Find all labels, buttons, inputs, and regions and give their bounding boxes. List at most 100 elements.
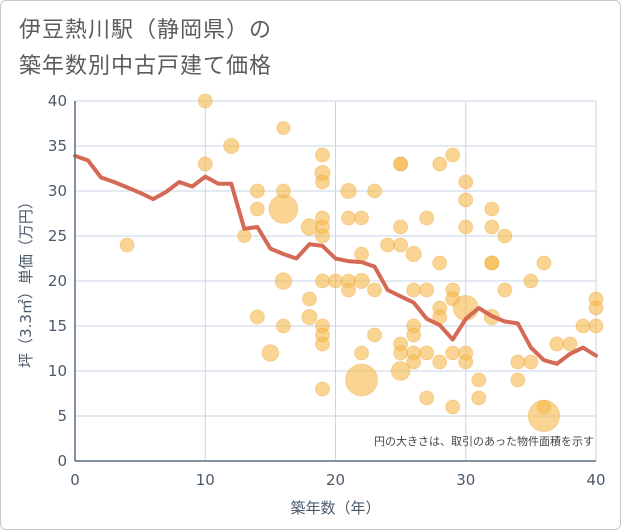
bubble [497, 282, 513, 298]
bubble [458, 192, 474, 208]
bubble [497, 228, 513, 244]
bubble [354, 210, 370, 226]
bubble [419, 345, 435, 361]
bubble [484, 201, 500, 217]
bubble [249, 183, 265, 199]
bubble [393, 237, 409, 253]
bubble [445, 399, 461, 415]
chart-title: 伊豆熱川駅（静岡県）の 築年数別中古戸建て価格 [19, 13, 272, 85]
x-tick-label: 40 [586, 471, 605, 489]
bubble [314, 336, 330, 352]
bubble [393, 219, 409, 235]
bubble [536, 255, 552, 271]
bubble [314, 228, 330, 244]
bubble [237, 228, 252, 244]
bubble [353, 272, 370, 290]
bubble [275, 183, 291, 199]
bubble [393, 156, 409, 172]
y-tick-label: 25 [48, 227, 67, 245]
bubble [458, 219, 474, 235]
bubble [458, 174, 474, 190]
bubble [445, 345, 461, 361]
y-tick-label: 30 [48, 182, 67, 200]
bubble [314, 381, 330, 397]
tick-labels: 0 10 20 30 40 0 5 10 15 20 25 30 35 40 [48, 92, 606, 489]
bubble [390, 361, 411, 381]
bubble [197, 93, 213, 109]
bubble [314, 273, 330, 289]
bubble [341, 210, 357, 226]
y-tick-label: 15 [48, 317, 67, 335]
bubble [510, 372, 526, 388]
bubble [445, 147, 461, 163]
bubble [458, 354, 474, 370]
bubble [432, 354, 448, 370]
y-axis-label: 坪（3.3㎡）単価（万円） [17, 194, 35, 368]
y-tick-label: 40 [48, 92, 67, 110]
y-tick-label: 5 [57, 407, 67, 425]
bubble [484, 255, 500, 271]
bubble [588, 300, 604, 316]
bubble [419, 210, 435, 226]
x-tick-label: 10 [196, 471, 215, 489]
bubble [249, 201, 265, 217]
bubble [197, 156, 213, 172]
x-tick-label: 0 [70, 471, 80, 489]
bubble [471, 390, 487, 406]
trend-layer [73, 153, 598, 366]
bubble [367, 327, 383, 343]
trend-line [73, 153, 598, 366]
bubble [406, 282, 422, 298]
size-annotation: 円の大きさは、取引のあった物件面積を示す [374, 434, 594, 448]
y-tick-label: 35 [48, 137, 67, 155]
bubble [367, 183, 383, 199]
bubble [432, 156, 448, 172]
chart-title-line-2: 築年数別中古戸建て価格 [19, 54, 273, 79]
bubble [510, 354, 526, 370]
bubble [523, 354, 539, 370]
bubble [367, 282, 383, 298]
bubble [345, 363, 379, 397]
bubble [549, 336, 565, 352]
bubble [527, 399, 561, 433]
bubble [223, 137, 240, 155]
bubble [419, 282, 435, 298]
bubble [261, 344, 280, 362]
bubble [406, 354, 422, 370]
bubble [354, 246, 370, 262]
x-axis-label: 築年数（年） [290, 499, 380, 517]
bubble [249, 309, 265, 325]
bubble [268, 194, 299, 224]
y-tick-label: 20 [48, 272, 67, 290]
bubble [354, 345, 370, 361]
bubble [419, 390, 435, 406]
bubble [393, 345, 409, 361]
bubble [562, 336, 578, 352]
bubble [471, 372, 487, 388]
bubble [314, 147, 330, 163]
y-tick-label: 10 [48, 362, 67, 380]
bubble [274, 272, 293, 290]
chart-title-line-1: 伊豆熱川駅（静岡県）の [19, 18, 273, 43]
bubble [432, 255, 448, 271]
bubble [275, 318, 291, 334]
y-tick-label: 0 [57, 452, 67, 470]
bubble [301, 308, 318, 326]
bubble [380, 237, 396, 253]
bubble [341, 282, 357, 298]
bubble [523, 273, 539, 289]
x-tick-label: 30 [456, 471, 475, 489]
bubble [405, 245, 422, 263]
bubble [575, 318, 591, 334]
bubbles-layer [119, 93, 604, 433]
bubble [276, 120, 291, 136]
bubble [328, 273, 343, 289]
x-tick-label: 20 [326, 471, 345, 489]
bubble [588, 318, 604, 334]
bubble [301, 291, 317, 307]
bubble [406, 327, 422, 343]
bubble [314, 174, 330, 190]
bubble [484, 219, 500, 235]
